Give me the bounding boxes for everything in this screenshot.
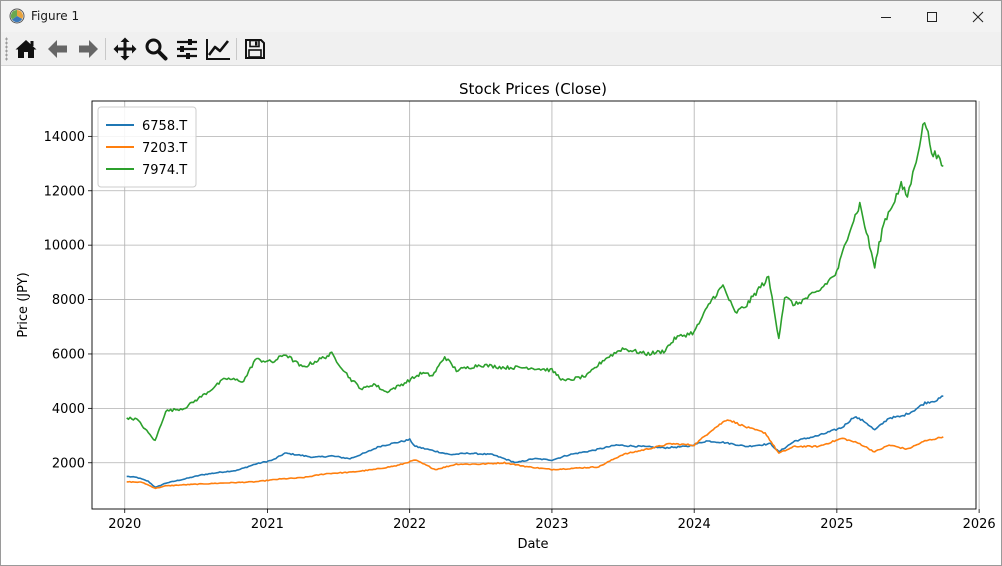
toolbar-separator bbox=[236, 38, 237, 60]
chart-title: Stock Prices (Close) bbox=[459, 80, 607, 98]
matplotlib-icon bbox=[9, 8, 25, 24]
back-button[interactable] bbox=[44, 36, 72, 62]
y-tick-label: 8000 bbox=[52, 293, 85, 308]
save-button[interactable] bbox=[241, 36, 269, 62]
maximize-icon bbox=[927, 11, 937, 22]
legend-box bbox=[97, 106, 197, 188]
axis-ticks: 2020 2021 2022 2023 2024 2025 2026 2000 4000 6000… bbox=[44, 130, 996, 532]
x-tick-label: 2022 bbox=[393, 517, 426, 532]
line-chart[interactable]: Stock Prices (Close) 2020 2021 2022 2023 202… bbox=[1, 66, 1001, 565]
x-tick-label: 2023 bbox=[535, 517, 568, 532]
figure-canvas[interactable]: Stock Prices (Close) 2020 2021 2022 2023 202… bbox=[1, 66, 1001, 565]
x-tick-label: 2020 bbox=[108, 517, 141, 532]
line-chart-icon bbox=[206, 39, 230, 60]
navigation-toolbar bbox=[1, 32, 1001, 66]
arrow-left-icon bbox=[48, 40, 67, 58]
close-icon bbox=[972, 11, 984, 22]
y-axis-label: Price (JPY) bbox=[16, 272, 31, 337]
x-axis-label: Date bbox=[517, 537, 548, 552]
close-button[interactable] bbox=[955, 1, 1001, 32]
sliders-icon bbox=[177, 39, 197, 59]
series-line-6758-T bbox=[126, 395, 944, 489]
y-tick-label: 6000 bbox=[52, 347, 85, 362]
window-title: Figure 1 bbox=[31, 9, 80, 23]
grid-lines bbox=[92, 101, 980, 509]
legend: 6758.T 7203.T 7974.T bbox=[97, 106, 197, 188]
series-lines bbox=[126, 122, 944, 490]
x-tick-label: 2021 bbox=[251, 517, 284, 532]
title-bar[interactable]: Figure 1 bbox=[1, 1, 1001, 32]
move-icon bbox=[113, 37, 137, 61]
pan-button[interactable] bbox=[111, 36, 139, 62]
y-tick-label: 10000 bbox=[44, 239, 85, 254]
y-tick-label: 2000 bbox=[52, 456, 85, 471]
series-line-7974-T bbox=[126, 122, 944, 442]
series-line-7203-T bbox=[126, 419, 944, 490]
y-tick-label: 4000 bbox=[52, 402, 85, 417]
toolbar-separator bbox=[105, 38, 106, 60]
zoom-button[interactable] bbox=[142, 36, 170, 62]
forward-button[interactable] bbox=[74, 36, 102, 62]
y-tick-label: 12000 bbox=[44, 184, 85, 199]
home-icon bbox=[15, 40, 37, 58]
arrow-right-icon bbox=[79, 40, 98, 58]
home-button[interactable] bbox=[12, 36, 40, 62]
floppy-disk-icon bbox=[245, 39, 265, 59]
x-tick-label: 2024 bbox=[678, 517, 711, 532]
x-tick-label: 2026 bbox=[963, 517, 996, 532]
edit-axes-button[interactable] bbox=[204, 36, 232, 62]
axes-frame bbox=[91, 100, 977, 510]
legend-label: 7203.T bbox=[142, 141, 187, 156]
x-tick-label: 2025 bbox=[820, 517, 853, 532]
maximize-button[interactable] bbox=[909, 1, 955, 32]
minimize-button[interactable] bbox=[863, 1, 909, 32]
subplots-button[interactable] bbox=[173, 36, 201, 62]
y-tick-label: 14000 bbox=[44, 130, 85, 145]
toolbar-grip[interactable] bbox=[5, 37, 8, 61]
legend-label: 6758.T bbox=[142, 119, 187, 134]
minimize-icon bbox=[881, 16, 891, 18]
magnifier-icon bbox=[145, 38, 168, 61]
legend-label: 7974.T bbox=[142, 163, 187, 178]
